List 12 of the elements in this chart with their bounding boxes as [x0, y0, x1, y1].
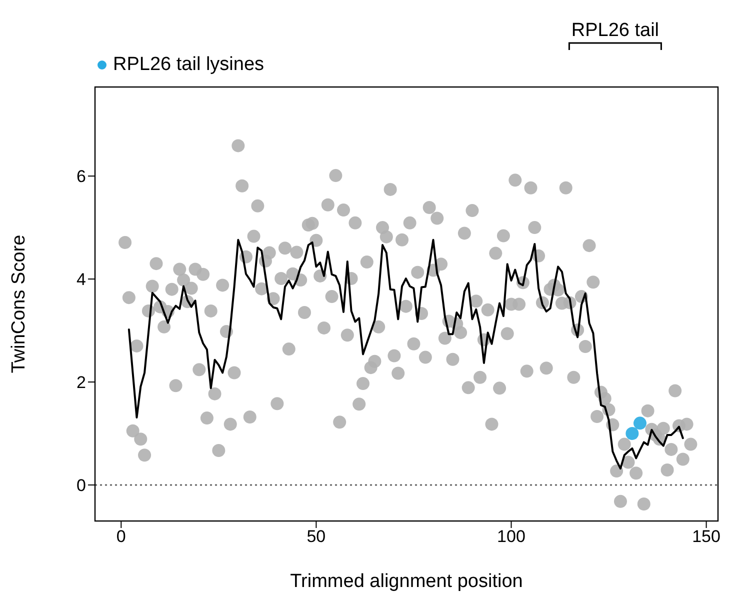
x-tick-label: 50	[306, 527, 326, 546]
text: RPL26 tail	[571, 20, 660, 41]
x-tick-label: 150	[692, 527, 720, 546]
y-tick-label: 0	[76, 476, 86, 495]
y-tick-label: 6	[76, 167, 86, 186]
y-tick-label: 4	[76, 270, 86, 290]
legend-label: RPL26 tail lysines	[113, 54, 264, 76]
x-tick-label: 100	[497, 527, 526, 546]
x-tick-label: 0	[116, 527, 126, 546]
y-axis-title: TwinCons Score	[8, 234, 30, 374]
x-axis-title: Trimmed alignment position	[290, 571, 523, 592]
y-tick-label: 2	[76, 373, 86, 392]
